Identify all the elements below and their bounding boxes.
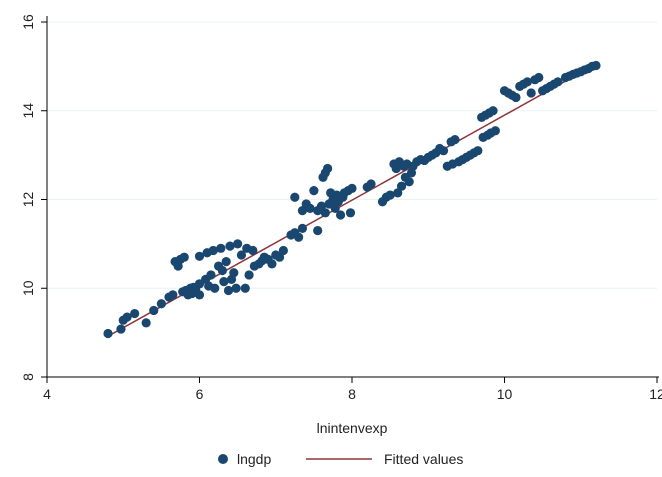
lngdp-points-layer (103, 60, 601, 339)
data-point (221, 257, 231, 267)
data-point (511, 92, 521, 103)
data-point (233, 239, 243, 249)
data-point (278, 245, 288, 256)
data-point (309, 186, 319, 196)
data-point (345, 208, 356, 218)
data-point (103, 328, 113, 339)
x-tick-label-4: 4 (43, 386, 51, 402)
data-point (297, 205, 308, 216)
data-point (323, 163, 333, 174)
data-point (534, 72, 544, 83)
data-point (267, 259, 277, 269)
y-tick-label-10: 10 (20, 280, 36, 296)
data-point (320, 208, 330, 218)
data-point (116, 324, 126, 334)
y-tick-label-8: 8 (20, 373, 36, 381)
data-point (219, 276, 229, 287)
data-point (396, 181, 407, 191)
data-point (347, 183, 357, 194)
x-tick-label-8: 8 (348, 386, 356, 402)
data-point (591, 60, 601, 71)
data-point (223, 285, 234, 296)
data-point (274, 252, 285, 262)
x-axis-ticks: 4 6 8 10 12 (43, 377, 662, 402)
data-point (297, 223, 308, 233)
data-point (248, 245, 258, 256)
axes (46, 16, 659, 378)
data-point (225, 241, 235, 251)
data-point (490, 126, 500, 136)
data-point (316, 201, 327, 211)
x-tick-label-6: 6 (196, 386, 204, 402)
data-point (179, 252, 189, 262)
data-point (305, 203, 315, 213)
data-point (216, 243, 226, 253)
data-point (229, 268, 239, 278)
x-axis-title: lnintenvexp (317, 420, 388, 436)
x-tick-label-10: 10 (497, 386, 513, 402)
data-point (231, 283, 241, 293)
data-point (450, 134, 460, 145)
data-point (240, 283, 250, 293)
data-point (335, 210, 346, 220)
data-point (294, 232, 304, 242)
data-point (522, 77, 532, 87)
data-point (168, 290, 178, 300)
data-point (210, 283, 220, 293)
legend-label-fitted-values: Fitted values (384, 451, 463, 467)
data-point (194, 290, 205, 300)
data-point (149, 305, 159, 316)
data-point (244, 270, 254, 280)
data-point (208, 245, 218, 256)
data-point (526, 88, 536, 98)
data-point (473, 146, 483, 156)
data-point (313, 225, 323, 236)
data-point (194, 251, 205, 261)
data-point (366, 179, 376, 189)
legend: lngdp Fitted values (218, 451, 463, 467)
data-point (393, 188, 403, 198)
data-point (553, 77, 563, 87)
y-tick-label-12: 12 (20, 192, 36, 208)
data-point (156, 299, 166, 309)
data-point (141, 318, 151, 328)
y-tick-label-14: 14 (20, 103, 36, 119)
data-point (122, 312, 132, 322)
data-point (488, 106, 498, 116)
data-point (236, 250, 247, 260)
data-point (290, 192, 300, 202)
legend-label-lngdp: lngdp (237, 451, 271, 467)
data-point (438, 146, 449, 156)
legend-marker-lngdp (218, 454, 228, 464)
data-point (130, 308, 140, 319)
y-tick-label-16: 16 (20, 14, 36, 30)
data-point (404, 177, 414, 187)
data-point (385, 190, 395, 200)
y-axis-ticks: 8 10 12 14 16 (20, 14, 47, 381)
data-point (217, 265, 227, 276)
data-point (206, 270, 216, 280)
x-tick-label-12: 12 (649, 386, 662, 402)
